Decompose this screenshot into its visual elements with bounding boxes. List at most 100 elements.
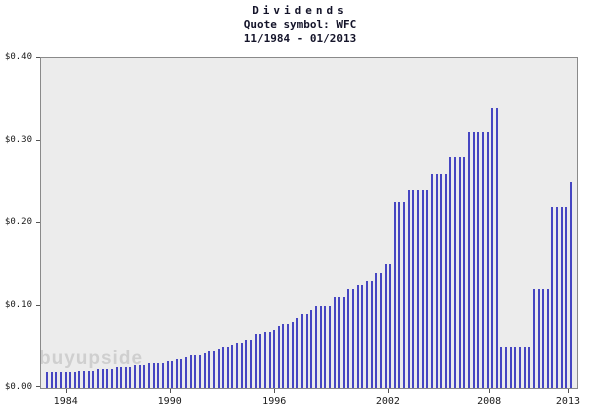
dividend-bar [556, 206, 559, 388]
dividend-bar [64, 371, 67, 388]
x-axis-tick [387, 389, 389, 393]
dividend-bar [365, 280, 368, 388]
chart-subtitle-symbol: Quote symbol: WFC [243, 18, 357, 31]
dividend-bar [458, 157, 461, 388]
dividend-bar [389, 264, 392, 388]
chart-date-range: 11/1984 - 01/2013 [243, 32, 357, 45]
x-axis-tick [274, 389, 276, 393]
dividend-bar [129, 367, 132, 388]
dividend-bar [361, 284, 364, 388]
dividend-bar [236, 342, 239, 388]
dividend-bar [83, 370, 86, 388]
plot-area: buyupside [40, 57, 578, 389]
dividend-bar [532, 289, 535, 388]
dividend-bar [263, 331, 266, 388]
dividend-bar [185, 356, 188, 388]
dividend-bar [171, 360, 174, 388]
y-axis-label: $0.40 [4, 52, 32, 62]
dividend-bar [217, 349, 220, 388]
dividend-bar [505, 346, 508, 388]
y-axis-label: $0.20 [4, 217, 32, 227]
dividend-bar [250, 340, 253, 388]
dividend-bar [101, 369, 104, 388]
dividend-bar [203, 352, 206, 388]
dividend-bar [305, 313, 308, 388]
dividend-bar [180, 359, 183, 388]
dividend-bar [291, 322, 294, 388]
dividend-bar [384, 264, 387, 388]
dividend-bar [551, 206, 554, 388]
x-axis-label: 1996 [262, 396, 287, 407]
x-axis-label: 1990 [157, 396, 182, 407]
dividend-bar [440, 173, 443, 388]
dividend-bar [148, 363, 151, 388]
dividend-bar [92, 370, 95, 388]
dividend-bar [231, 345, 234, 388]
dividend-bar [546, 289, 549, 388]
dividend-bar [138, 364, 141, 388]
dividend-bar [194, 355, 197, 388]
dividend-bar [328, 305, 331, 388]
y-axis-label: $0.00 [4, 382, 32, 392]
x-axis-label: 2008 [477, 396, 502, 407]
dividend-bar [463, 157, 466, 388]
dividend-bar [491, 107, 494, 388]
dividend-bar [421, 190, 424, 388]
dividend-bar [240, 342, 243, 388]
dividend-bar [324, 305, 327, 388]
y-axis: $0.00 $0.10 $0.20 $0.30 $0.40 [0, 52, 40, 392]
dividend-bar [301, 313, 304, 388]
dividend-bar [87, 370, 90, 388]
dividend-bar [477, 132, 480, 388]
dividend-bar [412, 190, 415, 388]
dividend-bar [495, 107, 498, 388]
dividend-bar [356, 284, 359, 388]
dividend-bar [370, 280, 373, 388]
dividend-bar [565, 206, 568, 388]
dividend-bar [166, 360, 169, 388]
dividend-bar [338, 297, 341, 388]
dividend-bar [454, 157, 457, 388]
dividend-bar [212, 350, 215, 388]
dividend-bar [245, 340, 248, 388]
dividend-bar [319, 305, 322, 388]
dividend-bar [46, 371, 48, 388]
dividend-bar [115, 367, 118, 388]
dividend-bar [472, 132, 475, 388]
dividend-bar [296, 317, 299, 388]
dividend-bar [514, 346, 517, 388]
dividend-bar [486, 132, 489, 388]
dividend-bar [106, 369, 109, 388]
dividend-bar [398, 202, 401, 388]
dividend-bar [523, 346, 526, 388]
dividend-bar [287, 323, 290, 388]
chart-title-block: Dividends Quote symbol: WFC 11/1984 - 01… [0, 4, 600, 46]
dividend-bar [518, 346, 521, 388]
x-axis-label: 2013 [555, 396, 580, 407]
dividend-bar [430, 173, 433, 388]
dividend-bar [175, 359, 178, 388]
dividend-bar [481, 132, 484, 388]
dividend-bar [120, 367, 123, 388]
dividend-bar [393, 202, 396, 388]
dividend-bar [500, 346, 503, 388]
dividend-bar [560, 206, 563, 388]
dividend-bar [73, 371, 76, 388]
dividend-bar [222, 346, 225, 388]
x-axis-tick [567, 389, 569, 393]
x-axis-tick [169, 389, 171, 393]
dividend-bar [314, 305, 317, 388]
dividend-bar [97, 369, 99, 388]
dividend-bar [143, 364, 146, 388]
dividend-bar [69, 371, 72, 388]
y-axis-tick [36, 139, 40, 141]
dividend-bar [226, 346, 229, 388]
dividend-bar [379, 272, 382, 388]
dividend-bar [537, 289, 540, 388]
dividend-bar [435, 173, 438, 388]
dividend-bar [310, 309, 313, 388]
x-axis: 1984 1990 1996 2002 2008 2013 [40, 389, 580, 414]
dividend-bar [55, 371, 58, 388]
dividend-bar [333, 297, 336, 388]
y-axis-tick [36, 304, 40, 306]
